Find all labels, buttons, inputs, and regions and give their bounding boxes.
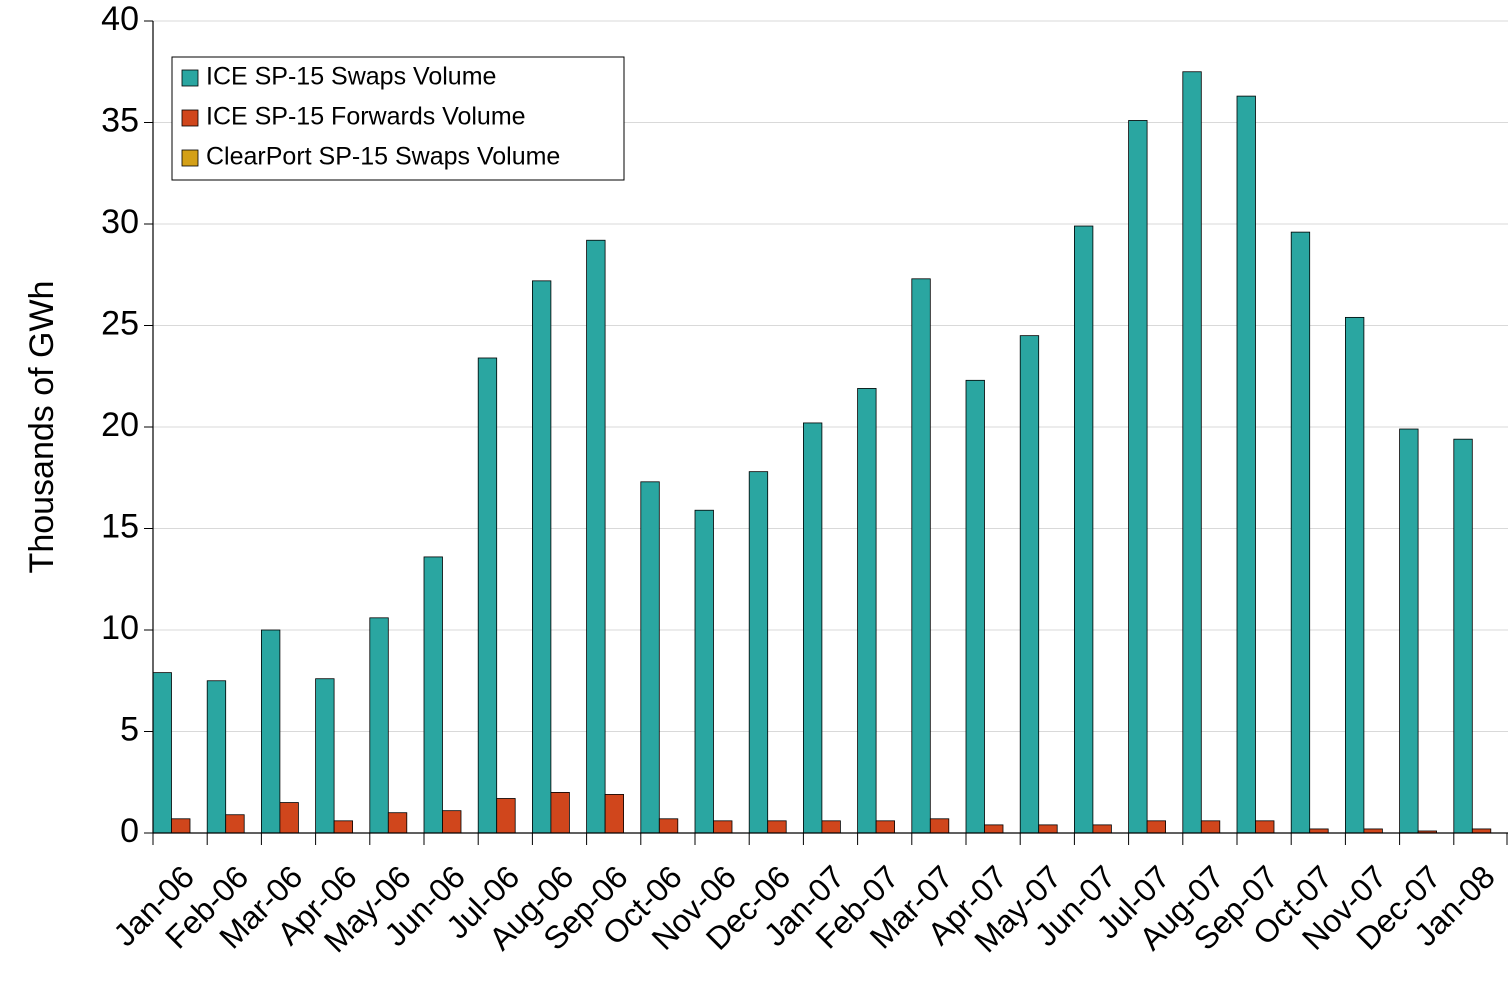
bar [1345, 316, 1365, 834]
legend-swatch [181, 149, 199, 167]
bar [1290, 231, 1311, 834]
bar [604, 794, 624, 834]
bar [477, 357, 498, 834]
bar [1363, 828, 1383, 834]
bar [260, 629, 281, 834]
bar [1038, 824, 1058, 834]
bar [748, 471, 769, 834]
bar [1019, 335, 1040, 834]
bar [369, 617, 389, 834]
y-axis-label: Thousands of GWh [23, 281, 61, 574]
bar [658, 818, 679, 834]
bar [803, 422, 823, 834]
bar [333, 820, 354, 834]
y-tick-label: 10 [101, 609, 139, 647]
bar [1182, 71, 1202, 834]
bar [1453, 438, 1473, 834]
bar [1074, 225, 1094, 834]
y-tick-label: 5 [120, 710, 139, 748]
bar [640, 481, 660, 834]
legend-box [171, 56, 625, 181]
bar [496, 798, 516, 834]
bar [1128, 120, 1148, 834]
bar [1471, 828, 1492, 834]
bar [984, 824, 1004, 834]
bar [821, 820, 841, 834]
y-tick-label: 0 [120, 812, 139, 850]
y-tick-label: 25 [101, 304, 139, 342]
bar [387, 812, 408, 834]
y-tick-label: 40 [101, 0, 139, 38]
bar [206, 680, 227, 834]
y-tick-label: 30 [101, 203, 139, 241]
bar [1146, 820, 1166, 834]
bar [1309, 828, 1329, 834]
bar [423, 556, 443, 834]
bar [857, 388, 877, 834]
bar [713, 820, 733, 834]
bar [1092, 824, 1112, 834]
bar [532, 280, 552, 834]
legend: ICE SP-15 Swaps Volume ICE SP-15 Forwards… [171, 56, 625, 181]
bar [171, 818, 191, 834]
bar [1236, 95, 1256, 834]
bar [586, 239, 606, 834]
y-tick-label: 15 [101, 507, 139, 545]
y-tick-label: 35 [101, 101, 139, 139]
legend-swatch [181, 69, 199, 87]
bar [225, 814, 245, 834]
bar [911, 278, 931, 834]
bar [442, 810, 462, 834]
legend-swatch [181, 109, 199, 127]
bar [767, 820, 787, 834]
bar [875, 820, 895, 834]
legend-label: ICE SP-15 Swaps Volume [206, 63, 496, 91]
bar [279, 802, 299, 834]
bar [1200, 820, 1221, 834]
bar [315, 678, 335, 834]
bar [694, 509, 714, 834]
y-tick-label: 20 [101, 406, 139, 444]
bar [965, 379, 985, 834]
legend-label: ClearPort SP-15 Swaps Volume [206, 143, 560, 171]
bar [152, 672, 172, 834]
bar [550, 792, 570, 834]
bar [1255, 820, 1275, 834]
legend-label: ICE SP-15 Forwards Volume [206, 103, 526, 131]
bar [929, 818, 950, 834]
bar [1399, 428, 1419, 834]
